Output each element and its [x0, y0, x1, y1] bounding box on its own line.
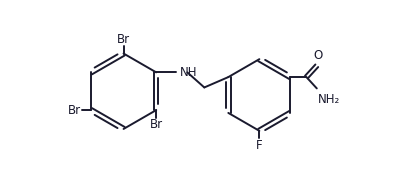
Text: Br: Br: [117, 32, 130, 46]
Text: F: F: [256, 139, 263, 152]
Text: O: O: [313, 49, 322, 62]
Text: Br: Br: [68, 104, 82, 117]
Text: Br: Br: [150, 118, 163, 131]
Text: NH: NH: [180, 66, 198, 79]
Text: NH₂: NH₂: [318, 93, 341, 106]
